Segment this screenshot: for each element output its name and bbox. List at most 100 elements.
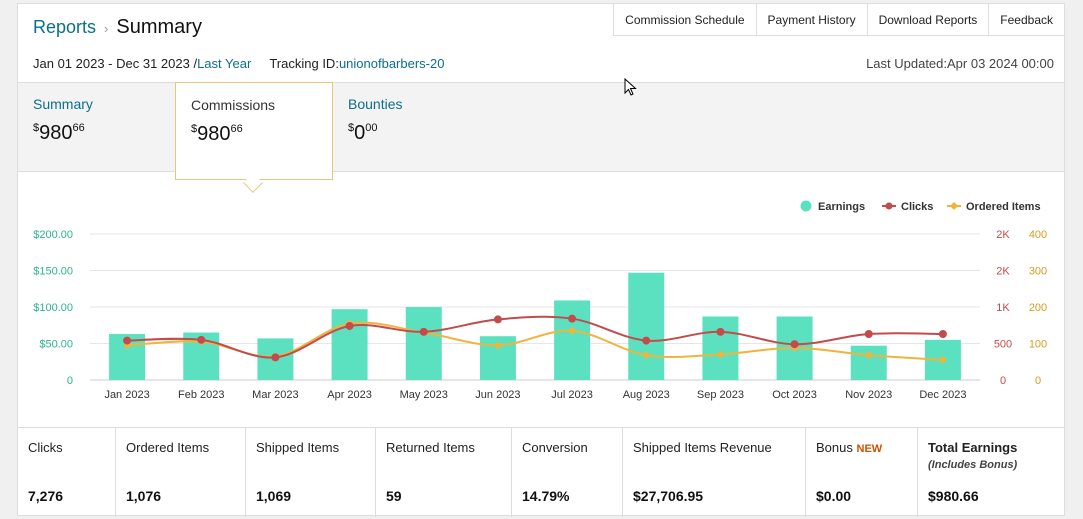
clicks-axis-tick: 2K bbox=[996, 229, 1010, 241]
stat-shipped-items: Shipped Items 1,069 bbox=[246, 428, 376, 517]
clicks-point bbox=[345, 321, 354, 330]
x-axis-tick: Jul 2023 bbox=[551, 389, 593, 401]
page-title: Summary bbox=[116, 16, 202, 38]
clicks-line bbox=[127, 315, 943, 359]
tab-summary-label: Summary bbox=[33, 96, 93, 112]
breadcrumb-reports-link[interactable]: Reports bbox=[33, 17, 97, 37]
clicks-point bbox=[197, 335, 206, 344]
left-axis-tick: $50.00 bbox=[39, 339, 73, 351]
x-axis-tick: May 2023 bbox=[400, 389, 448, 401]
legend-ordered-icon bbox=[950, 202, 958, 210]
clicks-axis-tick: 500 bbox=[994, 339, 1012, 351]
stat-bonus: Bonus NEW $0.00 bbox=[806, 428, 918, 517]
ordered-axis-tick: 100 bbox=[1029, 339, 1047, 351]
left-axis-tick: $150.00 bbox=[33, 266, 73, 278]
clicks-point bbox=[790, 340, 799, 349]
clicks-axis-tick: 1K bbox=[996, 302, 1010, 314]
x-axis-tick: Sep 2023 bbox=[697, 389, 744, 401]
stat-clicks: Clicks 7,276 bbox=[18, 428, 116, 517]
stat-label: Bonus NEW bbox=[816, 440, 883, 455]
ordered-items-point bbox=[493, 341, 502, 350]
tracking-id-selector[interactable]: unionofbarbers-20 bbox=[338, 56, 445, 71]
stat-value: 7,276 bbox=[28, 488, 64, 504]
stat-label: Shipped Items Revenue bbox=[633, 440, 772, 455]
stat-sublabel: (Includes Bonus) bbox=[928, 459, 1018, 471]
tracking-id-label: Tracking ID: bbox=[269, 56, 339, 71]
x-axis-tick: Feb 2023 bbox=[178, 389, 224, 401]
stat-returned-items: Returned Items 59 bbox=[376, 428, 512, 517]
clicks-point bbox=[568, 314, 577, 323]
clicks-axis-tick: 0 bbox=[1000, 375, 1006, 387]
ordered-items-point bbox=[642, 351, 651, 360]
clicks-point bbox=[493, 315, 502, 324]
stat-value: 1,069 bbox=[256, 488, 292, 504]
stat-value: $27,706.95 bbox=[633, 488, 704, 504]
legend-earnings-icon bbox=[800, 200, 812, 212]
earnings-bar bbox=[850, 345, 887, 380]
breadcrumb: Reports › Summary bbox=[33, 16, 202, 39]
tab-bounties-amount: $000 bbox=[348, 122, 378, 144]
stat-label: Total Earnings bbox=[928, 440, 1018, 455]
stat-label: Clicks bbox=[28, 440, 63, 455]
mouse-cursor-icon bbox=[624, 78, 637, 96]
clicks-axis-tick: 2K bbox=[996, 266, 1010, 278]
ordered-axis-tick: 400 bbox=[1029, 229, 1047, 241]
ordered-items-point bbox=[716, 350, 725, 359]
earnings-chart: $200.00 $150.00 $100.00 $50.00 0 2K 2K 1K 500 0 40… bbox=[33, 200, 1047, 401]
tab-commissions-label: Commissions bbox=[191, 97, 276, 113]
tab-summary[interactable]: Summary $98066 bbox=[18, 82, 175, 172]
stat-total-earnings: Total Earnings (Includes Bonus) $980.66 bbox=[918, 428, 1064, 517]
clicks-point bbox=[642, 336, 651, 345]
legend-label: Ordered Items bbox=[966, 201, 1041, 213]
x-axis-tick: Nov 2023 bbox=[845, 389, 892, 401]
left-axis-tick: 0 bbox=[67, 375, 73, 387]
clicks-point bbox=[419, 327, 428, 336]
stat-shipped-revenue: Shipped Items Revenue $27,706.95 bbox=[623, 428, 806, 517]
x-axis-tick: Mar 2023 bbox=[252, 389, 298, 401]
ordered-axis-tick: 0 bbox=[1035, 375, 1041, 387]
stat-value: $980.66 bbox=[928, 488, 979, 504]
stat-value: 1,076 bbox=[126, 488, 162, 504]
stat-value: 59 bbox=[386, 488, 402, 504]
tab-commissions[interactable]: Commissions $98066 bbox=[175, 82, 333, 180]
tab-summary-amount: $98066 bbox=[33, 122, 85, 144]
clicks-point bbox=[271, 353, 280, 362]
tab-bounties-label: Bounties bbox=[348, 96, 403, 112]
ordered-items-point bbox=[864, 351, 873, 360]
x-axis-tick: Oct 2023 bbox=[772, 389, 817, 401]
last-year-link[interactable]: Last Year bbox=[197, 56, 252, 71]
legend-label: Earnings bbox=[818, 201, 865, 213]
stat-value: $0.00 bbox=[816, 488, 852, 504]
download-reports-link[interactable]: Download Reports bbox=[867, 3, 990, 36]
feedback-link[interactable]: Feedback bbox=[989, 3, 1065, 36]
tab-commissions-amount: $98066 bbox=[191, 123, 243, 145]
x-axis-tick: Jan 2023 bbox=[104, 389, 149, 401]
ordered-items-line bbox=[127, 321, 943, 361]
stat-label: Ordered Items bbox=[126, 440, 210, 455]
earnings-bar bbox=[628, 272, 665, 380]
date-range: Jan 01 2023 - Dec 31 2023 / bbox=[33, 56, 198, 71]
report-meta: Jan 01 2023 - Dec 31 2023 /Last Year Tra… bbox=[33, 56, 444, 71]
commission-schedule-link[interactable]: Commission Schedule bbox=[613, 3, 757, 36]
stat-conversion: Conversion 14.79% bbox=[512, 428, 623, 517]
stat-ordered-items: Ordered Items 1,076 bbox=[116, 428, 246, 517]
earnings-bar bbox=[554, 300, 591, 380]
new-badge: NEW bbox=[856, 443, 883, 455]
report-panel: Reports › Summary Commission Schedule Pa… bbox=[17, 3, 1065, 517]
stats-row: Clicks 7,276 Ordered Items 1,076 Shipped… bbox=[18, 427, 1064, 517]
clicks-point bbox=[938, 330, 947, 339]
clicks-point bbox=[864, 330, 873, 339]
left-axis-tick: $100.00 bbox=[33, 302, 73, 314]
stat-value: 14.79% bbox=[522, 488, 570, 504]
top-nav: Commission Schedule Payment History Down… bbox=[613, 3, 1065, 36]
payment-history-link[interactable]: Payment History bbox=[756, 3, 868, 36]
x-axis-tick: Apr 2023 bbox=[327, 389, 372, 401]
x-axis-tick: Aug 2023 bbox=[623, 389, 670, 401]
stat-label: Returned Items bbox=[386, 440, 475, 455]
earnings-bar bbox=[405, 307, 442, 380]
left-axis-tick: $200.00 bbox=[33, 229, 73, 241]
last-updated: Last Updated:Apr 03 2024 00:00 bbox=[866, 56, 1054, 71]
ordered-items-point bbox=[938, 355, 947, 364]
tab-bounties[interactable]: Bounties $000 bbox=[333, 82, 490, 172]
legend-clicks-icon bbox=[885, 202, 893, 210]
